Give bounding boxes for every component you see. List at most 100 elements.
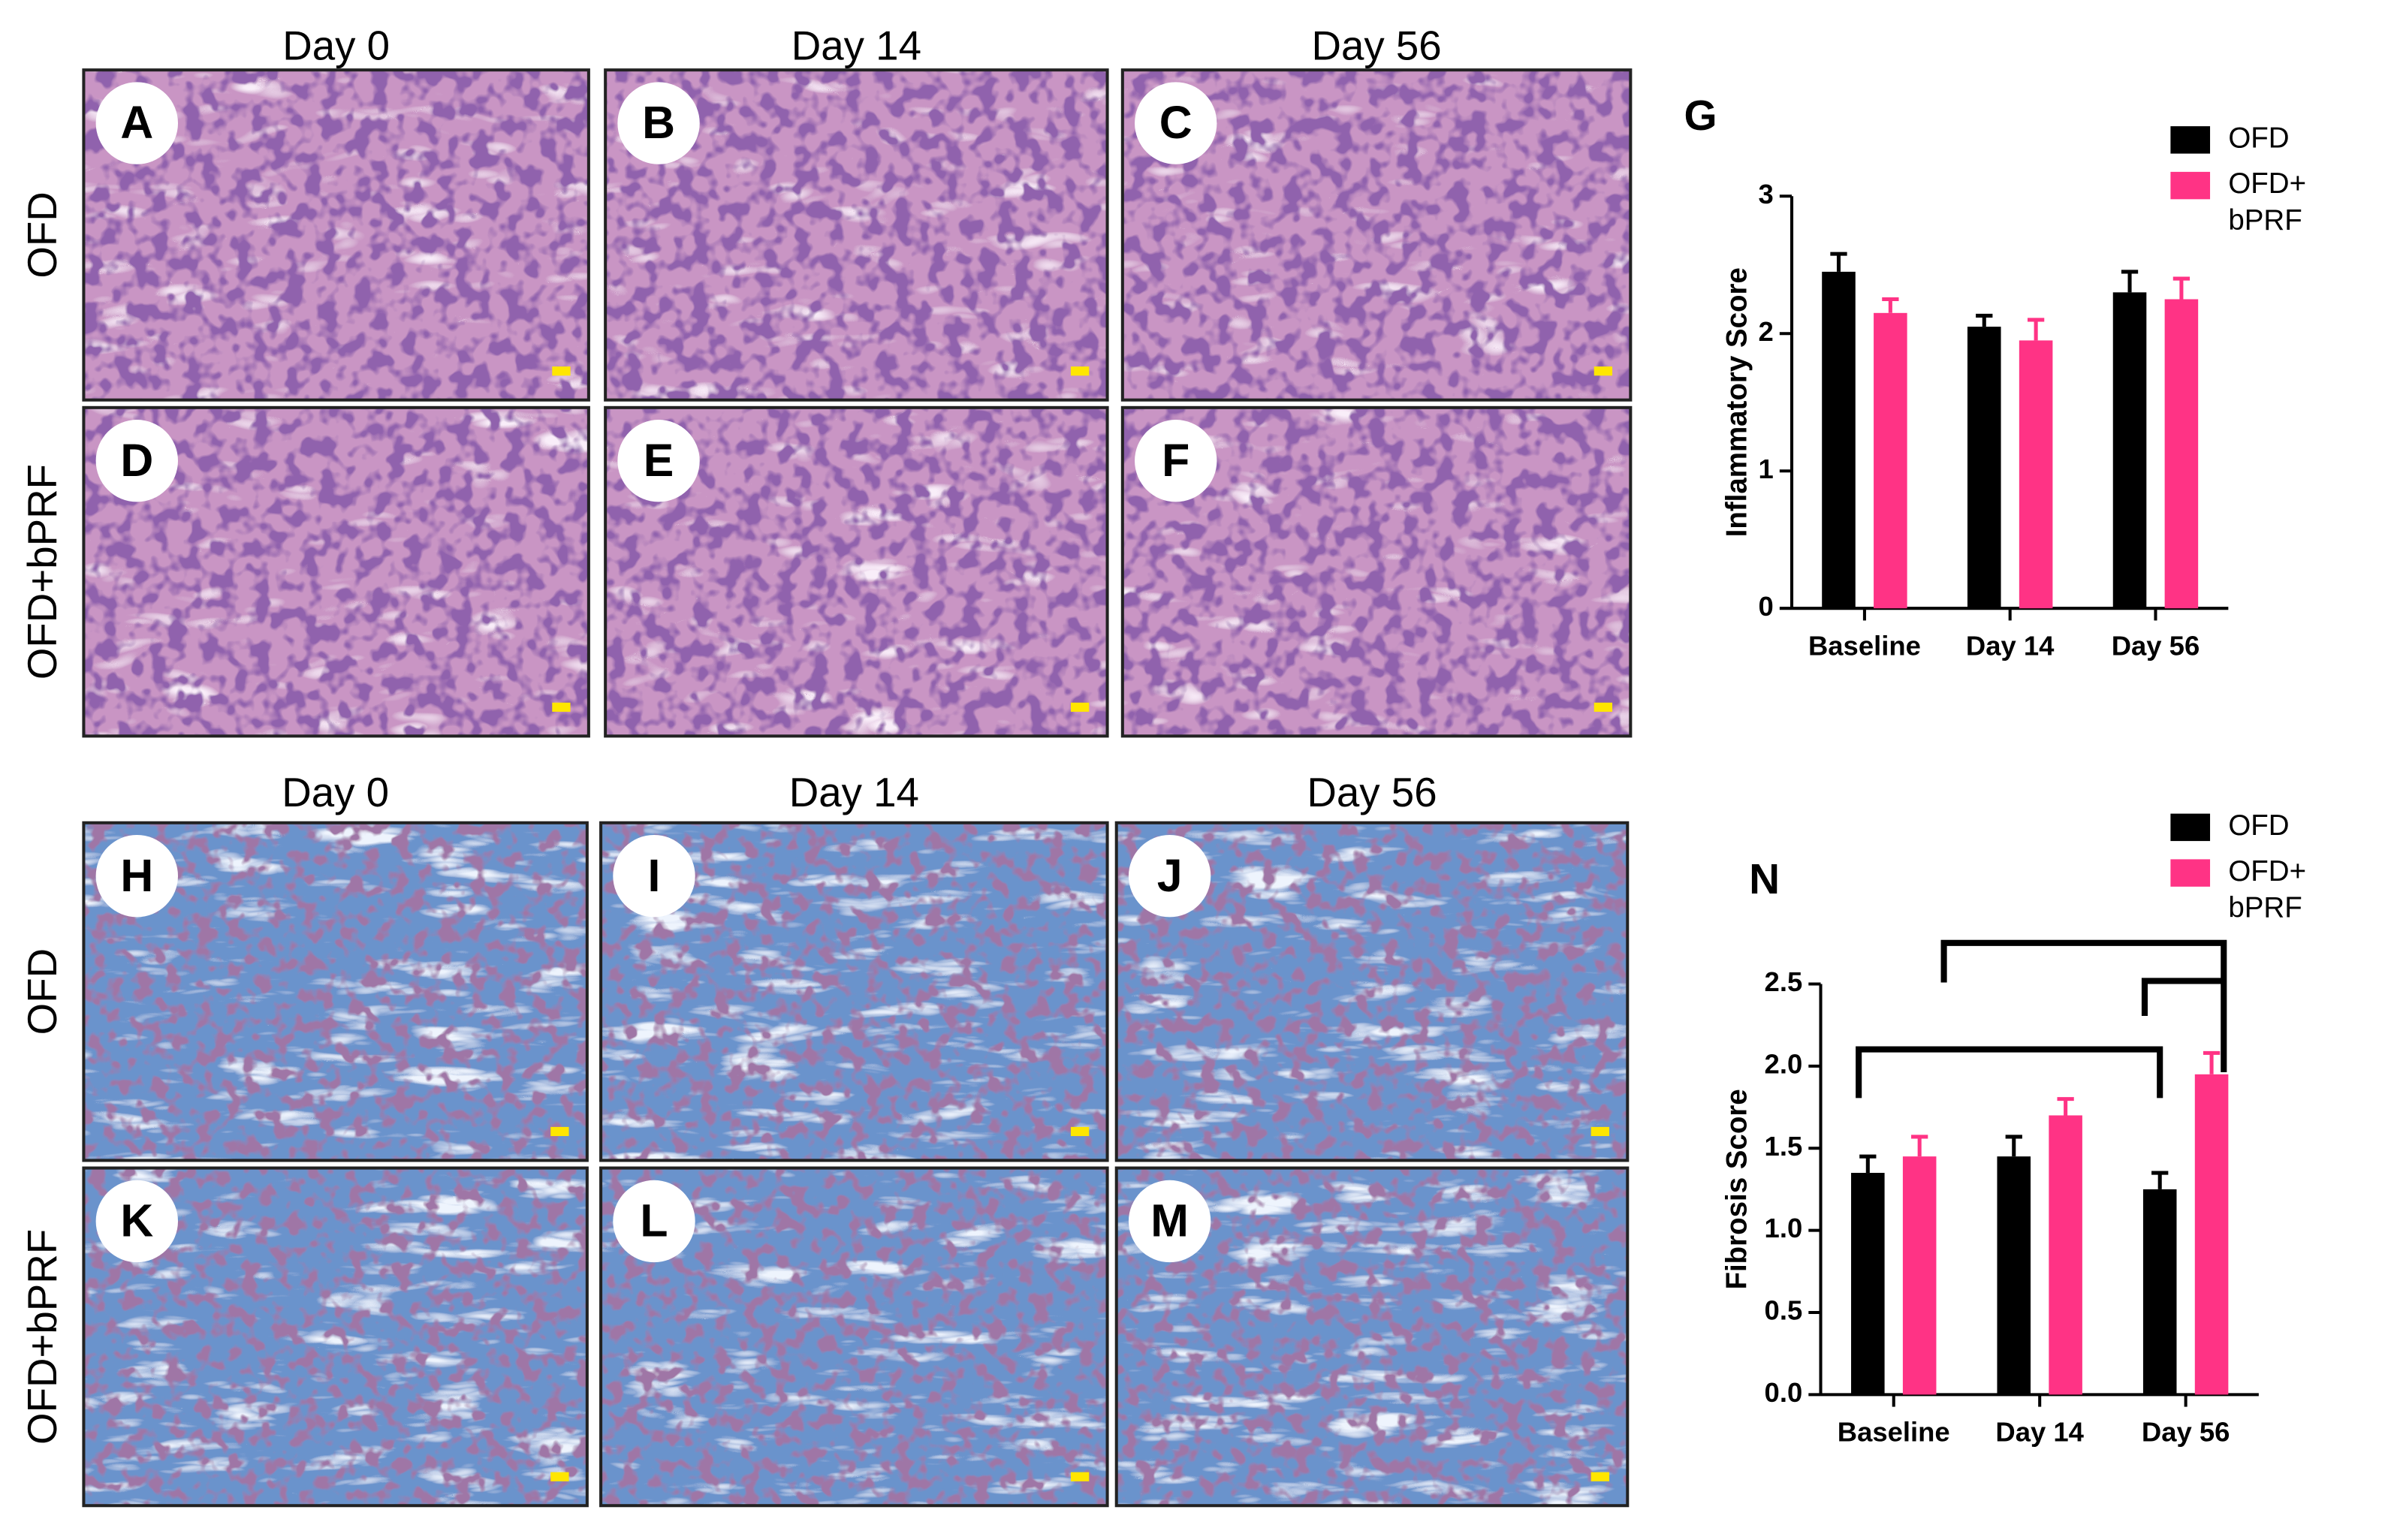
bar: [2142, 1189, 2177, 1395]
scale-bar: [1591, 1126, 1609, 1137]
scale-bar: [1070, 366, 1090, 376]
legend-entry: OFD+ bPRF: [2228, 856, 2307, 925]
scale-bar: [550, 1472, 569, 1481]
legend-swatch: [2170, 813, 2211, 842]
column-header: Day 0: [282, 769, 389, 815]
y-axis-label: Fibrosis Score: [1720, 1089, 1753, 1289]
micrograph-border: [604, 405, 1109, 738]
row-header: OFD: [19, 948, 65, 1035]
column-header: Day 0: [282, 22, 390, 68]
micrograph-border: [82, 68, 590, 402]
bar: [1874, 312, 1907, 609]
y-tick-label: 0.5: [1765, 1295, 1803, 1326]
scale-bar: [1591, 1472, 1609, 1481]
scale-bar: [550, 1126, 569, 1137]
panel-label: G: [1684, 92, 1717, 140]
panel-badge: [1128, 1180, 1211, 1263]
y-tick-label: 1.5: [1765, 1131, 1803, 1162]
error-bar: [2172, 276, 2191, 300]
legend-swatch: [2170, 171, 2211, 200]
scale-bar: [1070, 702, 1090, 712]
bracket: [1940, 939, 2227, 1072]
error-bar: [2027, 318, 2045, 341]
bar: [2112, 292, 2147, 609]
panel-badge: [1135, 82, 1217, 164]
panel-label: K: [120, 1195, 153, 1246]
column-header: Day 14: [789, 769, 919, 815]
panel-label: E: [644, 435, 674, 486]
error-bar: [1830, 252, 1847, 272]
micrograph-border: [1120, 405, 1633, 738]
bracket: [1856, 1046, 2163, 1098]
legend-swatch: [2170, 859, 2211, 887]
scale-bar: [552, 366, 571, 376]
micrograph-border: [599, 821, 1109, 1162]
legend-label: OFD: [2228, 123, 2290, 155]
panel-label: L: [640, 1195, 668, 1246]
error-bar: [1911, 1135, 1928, 1157]
x-tick-label: Day 56: [2142, 1417, 2230, 1448]
panel-badge: [613, 1180, 695, 1263]
bar: [1967, 327, 2001, 609]
row-header: OFD+bPRF: [19, 1229, 65, 1445]
panel-label: D: [120, 435, 153, 486]
panel-badge: [95, 834, 179, 918]
legend-label: OFD+ bPRF: [2228, 856, 2307, 925]
legend-label: OFD: [2228, 810, 2290, 843]
bracket: [2141, 978, 2224, 1017]
significance-brackets: [1856, 939, 2227, 1098]
micrograph-border: [1114, 1166, 1630, 1508]
error-bar: [2121, 270, 2139, 293]
legend-label: OFD+ bPRF: [2228, 168, 2307, 237]
panel-label: I: [648, 850, 661, 901]
bar: [1851, 1173, 1885, 1395]
panel-badge: [617, 82, 700, 164]
column-header: Day 56: [1307, 769, 1437, 815]
column-header: Day 56: [1311, 22, 1441, 68]
panel-label: C: [1159, 97, 1192, 148]
bar: [1902, 1156, 1937, 1395]
x-tick-label: Baseline: [1808, 630, 1921, 661]
panel-badge: [95, 82, 179, 164]
column-header: Day 14: [791, 22, 921, 68]
micrograph-border: [599, 1166, 1109, 1508]
error-bar: [1882, 297, 1899, 313]
panel-label: A: [120, 97, 153, 148]
panel-label: F: [1162, 435, 1189, 486]
panel-label: B: [642, 97, 675, 148]
panel-badge: [95, 1180, 179, 1263]
micrograph-border: [1114, 821, 1630, 1162]
micrograph-border: [82, 821, 589, 1162]
error-bar: [2203, 1050, 2221, 1074]
bar: [1822, 271, 1856, 609]
bar: [1997, 1156, 2031, 1395]
error-bar: [1859, 1154, 1877, 1174]
y-tick-label: 2: [1758, 316, 1773, 347]
x-tick-label: Day 14: [1966, 630, 2055, 661]
bar: [2019, 340, 2053, 609]
micrograph-border: [82, 405, 590, 738]
legend-swatch: [2170, 126, 2211, 154]
micrograph-border: [604, 68, 1109, 402]
panel-label: M: [1150, 1195, 1189, 1246]
panel-badge: [1135, 420, 1217, 502]
x-tick-label: Day 14: [1995, 1417, 2084, 1448]
y-tick-label: 0: [1758, 591, 1773, 622]
legend-entry: OFD: [2228, 810, 2290, 843]
panel-badge: [95, 420, 179, 502]
panel-badge: [617, 420, 700, 502]
y-tick-label: 1: [1758, 454, 1773, 484]
scale-bar: [1594, 366, 1613, 376]
bar: [2164, 299, 2199, 609]
scale-bar: [1594, 702, 1613, 712]
y-tick-label: 3: [1758, 179, 1773, 209]
row-header: OFD+bPRF: [19, 464, 65, 680]
row-header: OFD: [19, 191, 65, 278]
y-tick-label: 1.0: [1765, 1213, 1803, 1243]
scale-bar: [1070, 1126, 1090, 1137]
bar: [2194, 1074, 2229, 1395]
micrograph-border: [1120, 68, 1633, 402]
panel-badge: [1128, 834, 1211, 918]
scale-bar: [552, 702, 571, 712]
